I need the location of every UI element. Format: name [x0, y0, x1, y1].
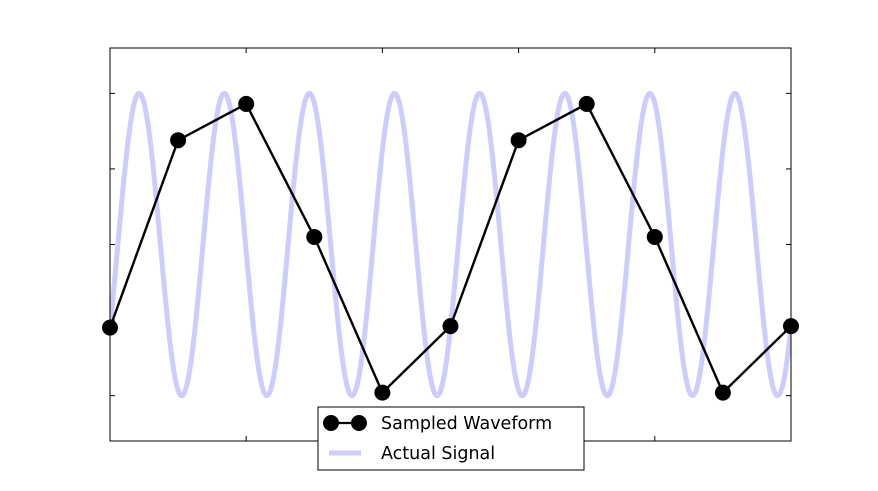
sample-point — [510, 132, 527, 149]
sample-point — [306, 228, 323, 245]
legend-label-signal: Actual Signal — [381, 444, 495, 464]
legend-sampled-swatch — [323, 415, 367, 431]
sample-point — [170, 132, 187, 149]
sample-point — [442, 318, 459, 335]
legend: Sampled Waveform Actual Signal — [317, 406, 585, 471]
sample-point — [646, 228, 663, 245]
plot-area — [110, 48, 791, 441]
sample-point — [714, 384, 731, 401]
sample-point — [374, 384, 391, 401]
sample-point — [238, 95, 255, 112]
legend-label-sampled: Sampled Waveform — [381, 414, 552, 434]
axis-ticks — [110, 48, 791, 441]
sample-point — [578, 95, 595, 112]
